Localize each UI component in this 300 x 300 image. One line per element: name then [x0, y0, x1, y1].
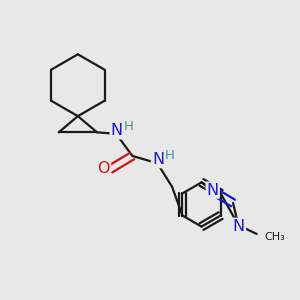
Text: O: O — [98, 161, 110, 176]
Text: CH₃: CH₃ — [264, 232, 285, 242]
Text: N: N — [207, 182, 219, 197]
Text: H: H — [165, 149, 175, 162]
Text: N: N — [152, 152, 164, 167]
Text: N: N — [111, 123, 123, 138]
Text: H: H — [124, 120, 134, 133]
Text: N: N — [233, 219, 245, 234]
